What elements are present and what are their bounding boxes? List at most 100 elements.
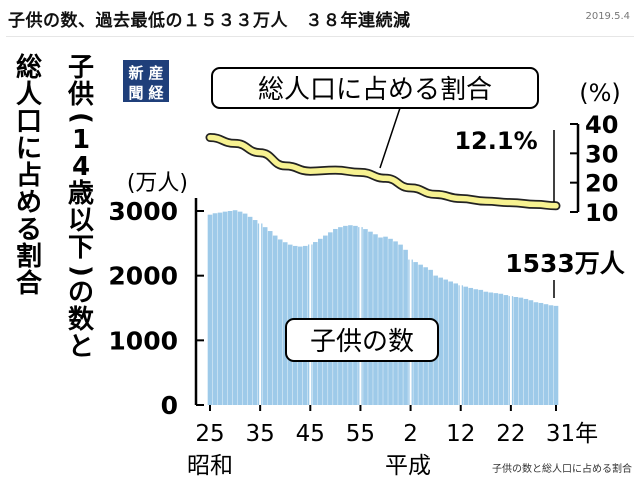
bar <box>548 305 554 405</box>
y-right-tick-label: 20 <box>585 170 618 198</box>
bar <box>232 210 238 405</box>
bar <box>252 220 258 405</box>
bar <box>222 211 228 405</box>
bar <box>518 297 524 405</box>
bar <box>353 225 358 405</box>
y-left-tick-label: 3000 <box>108 197 178 226</box>
bar <box>227 211 233 405</box>
y-left-tick-label: 1000 <box>108 326 178 355</box>
bar <box>513 297 519 405</box>
vertical-title-char: の <box>67 278 94 308</box>
bar <box>488 292 494 405</box>
header: 子供の数、過去最低の１５３３万人 ３８年連続減 2019.5.4 <box>0 0 640 36</box>
vertical-title-char: 下 <box>67 233 94 263</box>
bar <box>448 281 453 405</box>
vertical-title-part2: 総人口に占める割合 <box>14 55 44 298</box>
publish-date: 2019.5.4 <box>585 11 630 22</box>
bar <box>503 295 509 405</box>
line-legend-pointer <box>379 107 401 169</box>
x-tick-label: 22 <box>496 421 525 447</box>
vertical-title-char: 人 <box>15 80 42 110</box>
bar <box>363 229 368 405</box>
vertical-title-char: ) <box>66 265 96 277</box>
y-right-tick-label: 40 <box>585 111 618 139</box>
bar <box>262 227 268 405</box>
header-divider <box>6 36 634 37</box>
x-tick-label: 45 <box>296 421 325 447</box>
y-right-tick-label: 10 <box>585 199 618 227</box>
x-tick-label: 12 <box>446 421 475 447</box>
bar <box>553 305 559 405</box>
line-legend-box <box>211 67 539 109</box>
bar <box>212 213 218 405</box>
vertical-title-char: 子 <box>67 53 94 83</box>
x-tick-label: 2 <box>403 421 418 447</box>
vertical-title-char: と <box>67 332 94 362</box>
vertical-title-char: 占 <box>15 161 42 191</box>
bar <box>272 235 278 405</box>
bar <box>473 289 479 405</box>
bar <box>498 293 504 405</box>
era-dividers <box>259 200 512 405</box>
vertical-title-char: 割 <box>15 242 42 272</box>
bar <box>333 228 338 405</box>
bar <box>247 216 253 405</box>
x-tick-label: 31年 <box>546 421 598 447</box>
vertical-title-char: る <box>15 215 42 245</box>
bar <box>338 227 343 405</box>
vertical-title-char: 総 <box>15 53 42 83</box>
bar <box>453 283 459 405</box>
line-series <box>205 133 561 211</box>
bar-end-label: 1533万人 <box>505 249 625 278</box>
bar <box>207 214 213 405</box>
ratio-end-label: 12.1% <box>454 127 537 155</box>
vertical-title-char: ( <box>66 112 96 124</box>
logo-char: 聞 <box>128 84 143 102</box>
x-tick-label: 25 <box>195 421 224 447</box>
bar <box>538 302 544 405</box>
bar <box>242 213 248 405</box>
vertical-title-part1: 子供 (1 4 歳以下) の数と <box>66 55 96 361</box>
bar <box>443 279 448 405</box>
ratio-line <box>207 134 559 209</box>
headline: 子供の数、過去最低の１５３３万人 ３８年連続減 <box>8 11 411 31</box>
bar <box>237 211 243 405</box>
bar <box>543 304 549 405</box>
logo-char: 新 <box>128 64 143 82</box>
vertical-title-char: 4 <box>71 152 91 182</box>
logo-char: 経 <box>148 84 164 102</box>
bar-legend-label: 子供の数 <box>310 327 414 357</box>
logo-seal <box>123 60 169 102</box>
line-legend-label: 総人口に占める割合 <box>258 75 492 105</box>
bar <box>533 302 539 405</box>
bar <box>348 225 353 405</box>
vertical-title-char: に <box>15 134 42 164</box>
figure-caption: 子供の数と総人口に占める割合 <box>492 462 632 475</box>
vertical-title-char: 供 <box>67 80 94 110</box>
vertical-title-char: 合 <box>15 269 42 299</box>
bar <box>343 225 348 405</box>
y-left-tick-label: 0 <box>161 391 178 420</box>
vertical-title-char: 以 <box>67 206 94 236</box>
x-tick-label: 35 <box>246 421 275 447</box>
bar-legend-box <box>285 318 439 362</box>
era-label-heisei: 平成 <box>385 453 431 479</box>
vertical-title-char: 歳 <box>67 179 94 209</box>
bar <box>463 286 469 405</box>
bar <box>478 289 484 405</box>
bar <box>493 293 499 405</box>
bar <box>438 277 443 405</box>
vertical-title-char: め <box>15 188 42 218</box>
y-left-tick-label: 2000 <box>108 262 178 291</box>
vertical-title-char: 数 <box>67 305 94 335</box>
vertical-title-char: 口 <box>15 107 42 137</box>
bar <box>528 300 534 405</box>
logo-char: 産 <box>148 64 163 82</box>
era-label-showa: 昭和 <box>187 453 233 479</box>
y-right-tick-label: 30 <box>585 140 618 168</box>
y-right-unit: (%) <box>579 79 621 107</box>
bar <box>282 242 288 405</box>
